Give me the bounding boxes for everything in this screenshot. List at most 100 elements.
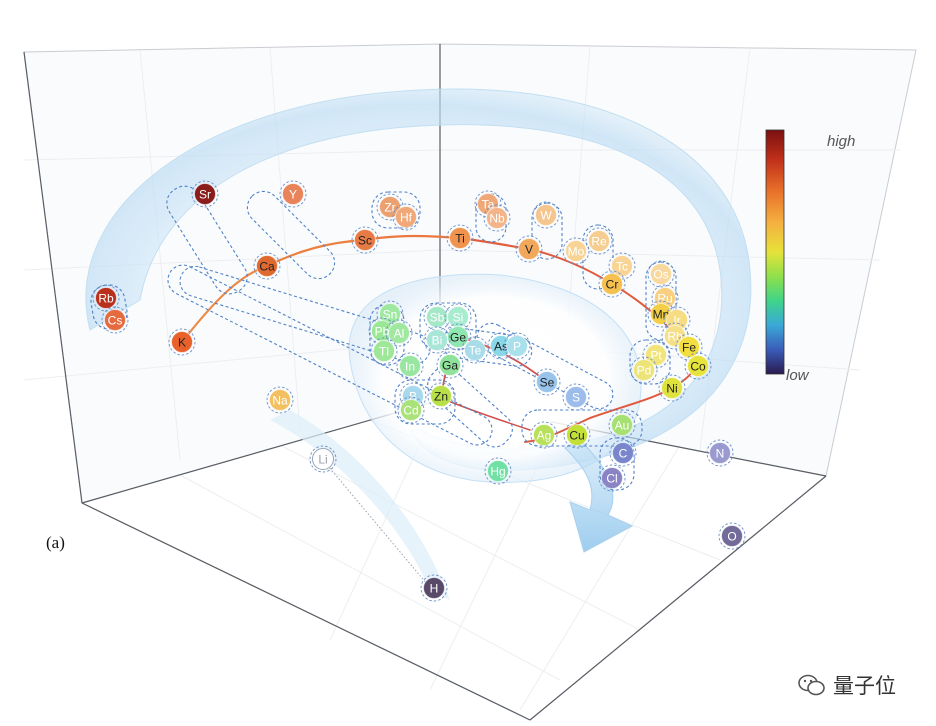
element-in: In: [396, 352, 424, 380]
element-cl: Cl: [598, 464, 626, 492]
element-c: C: [609, 439, 637, 467]
element-symbol: Sb: [430, 311, 445, 325]
element-dot: [536, 371, 558, 393]
element-ti: Ti: [446, 224, 474, 252]
element-symbol: Ge: [450, 331, 466, 345]
element-symbol: Ga: [442, 359, 458, 373]
element-halo: [562, 383, 590, 411]
element-ca: Ca: [253, 252, 281, 280]
element-halo: [658, 374, 686, 402]
element-halo: [608, 411, 636, 439]
element-symbol: B: [409, 390, 417, 404]
element-symbol: Al: [394, 327, 405, 341]
element-symbol: Zn: [434, 390, 448, 404]
element-halo: [642, 341, 670, 369]
element-dot: [687, 355, 709, 377]
element-dot: [256, 255, 278, 277]
element-halo: [427, 382, 455, 410]
element-dot: [449, 227, 471, 249]
element-symbol: Cs: [108, 314, 123, 328]
watermark: 量子位: [797, 670, 896, 700]
element-p: P: [503, 332, 531, 360]
element-symbol: Cl: [606, 472, 617, 486]
element-halo: [630, 356, 658, 384]
element-halo: [370, 337, 398, 365]
element-cs: Cs: [101, 306, 129, 334]
element-dot: [487, 460, 509, 482]
element-k: K: [168, 328, 196, 356]
element-symbol: Rb: [98, 292, 114, 306]
element-symbol: Co: [690, 360, 706, 374]
element-dot: [611, 255, 633, 277]
element-si: Si: [444, 303, 472, 331]
element-halo: [396, 352, 424, 380]
element-symbol: Fe: [682, 341, 696, 355]
element-o: O: [718, 522, 746, 550]
element-halo: [436, 351, 464, 379]
element-co: Co: [684, 352, 712, 380]
element-dot: [650, 263, 672, 285]
element-symbol: Zr: [384, 201, 395, 215]
element-symbol: K: [178, 336, 186, 350]
element-dot: [601, 467, 623, 489]
element-symbol: Pb: [375, 325, 390, 339]
element-symbol: Y: [289, 188, 297, 202]
colorbar-high-label: high: [827, 133, 855, 150]
element-li: Li: [309, 445, 337, 473]
element-symbol: Au: [615, 419, 630, 433]
element-symbol: Te: [469, 344, 482, 358]
element-symbol: Ag: [537, 429, 552, 443]
element-dot: [518, 238, 540, 260]
element-sb: Sb: [423, 303, 451, 331]
element-pd: Pd: [630, 356, 658, 384]
element-na: Na: [266, 386, 294, 414]
element-halo: [397, 396, 425, 424]
element-zn: Zn: [427, 382, 455, 410]
element-halo: [563, 421, 591, 449]
element-symbol: Pd: [637, 364, 652, 378]
element-al: Al: [385, 319, 413, 347]
element-dot: [426, 329, 448, 351]
element-halo: [598, 270, 626, 298]
element-halo: [532, 201, 560, 229]
element-dot: [312, 448, 334, 470]
element-halo: [718, 522, 746, 550]
element-dot: [565, 386, 587, 408]
watermark-text: 量子位: [833, 674, 896, 698]
element-dot: [395, 206, 417, 228]
element-symbol: Ru: [657, 292, 672, 306]
element-v: V: [515, 235, 543, 263]
element-symbol: As: [494, 340, 508, 354]
element-mo: Mo: [562, 237, 590, 265]
element-dot: [721, 525, 743, 547]
element-dot: [661, 377, 683, 399]
element-se: Se: [533, 368, 561, 396]
element-halo: [608, 252, 636, 280]
element-symbol: Nb: [489, 212, 505, 226]
element-symbol: C: [619, 447, 628, 461]
element-dot: [423, 577, 445, 599]
element-symbol: Cu: [569, 429, 584, 443]
element-h: H: [420, 574, 448, 602]
element-dot: [379, 196, 401, 218]
element-dot: [633, 359, 655, 381]
element-symbol: Pt: [650, 349, 662, 363]
element-dot: [194, 183, 216, 205]
element-symbol: W: [540, 209, 552, 223]
element-halo: [266, 386, 294, 414]
element-re: Re: [585, 227, 613, 255]
element-dot: [269, 389, 291, 411]
element-halo: [392, 203, 420, 231]
element-dot: [588, 230, 610, 252]
element-halo: [446, 224, 474, 252]
element-halo: [385, 319, 413, 347]
element-dot: [373, 340, 395, 362]
element-halo: [661, 322, 689, 350]
element-dot: [354, 229, 376, 251]
element-au: Au: [608, 411, 636, 439]
element-symbol: Ti: [455, 232, 465, 246]
element-y: Y: [279, 180, 307, 208]
element-symbol: Tl: [379, 345, 389, 359]
element-symbol: Cd: [403, 404, 418, 418]
element-halo: [598, 464, 626, 492]
